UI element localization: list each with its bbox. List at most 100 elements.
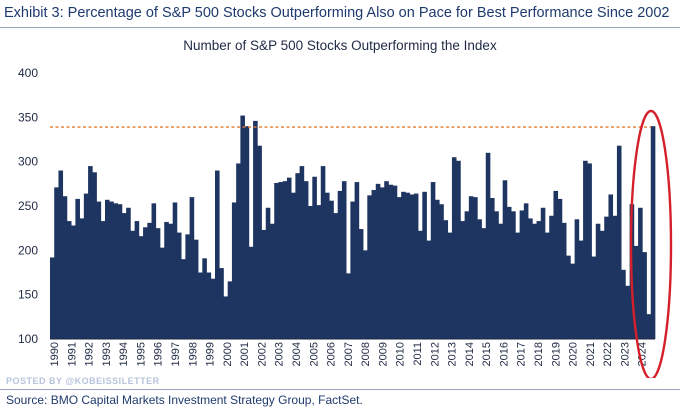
- x-tick-label: 1990: [49, 342, 61, 366]
- highlight-ellipse: [629, 109, 673, 378]
- bar: [231, 202, 237, 339]
- x-tick-label: 2013: [447, 342, 459, 366]
- bar: [168, 223, 174, 339]
- bar: [299, 166, 305, 339]
- x-axis: 1990 1991 1992 1993 1994 1995 1996 1997 1998 1999…: [49, 338, 655, 366]
- bar: [468, 196, 474, 339]
- bar: [113, 203, 119, 339]
- bar: [325, 192, 330, 339]
- y-axis: 100 150 200 250 300 350 400: [18, 66, 38, 346]
- y-tick-label: 400: [18, 66, 38, 80]
- bar: [426, 240, 432, 339]
- bar-chart: Number of S&P 500 Stocks Outperforming t…: [18, 38, 673, 378]
- bar: [261, 229, 267, 339]
- bar: [447, 232, 453, 339]
- bar: [164, 221, 169, 339]
- bar: [502, 180, 508, 339]
- bar: [236, 163, 241, 339]
- bar: [443, 220, 449, 339]
- bar: [333, 213, 339, 339]
- bar: [490, 198, 495, 339]
- bar: [320, 166, 326, 339]
- bar: [341, 181, 347, 339]
- annotations: [50, 109, 673, 378]
- bar: [519, 210, 525, 339]
- bar: [515, 232, 520, 339]
- x-tick-label: 2010: [395, 342, 407, 366]
- x-tick-label: 1993: [101, 342, 113, 366]
- bar: [633, 245, 639, 339]
- bar: [566, 255, 571, 339]
- bar: [363, 250, 368, 339]
- bar: [257, 145, 262, 339]
- bar: [215, 170, 220, 339]
- bar: [650, 126, 656, 339]
- bar: [176, 232, 182, 339]
- bar: [354, 182, 360, 339]
- bar: [244, 126, 250, 339]
- bar: [625, 285, 630, 339]
- bar: [316, 205, 322, 339]
- bar: [160, 247, 165, 339]
- bar: [138, 236, 144, 339]
- bar: [126, 207, 131, 339]
- x-tick-label: 2008: [360, 342, 372, 366]
- bar: [532, 223, 537, 339]
- bar: [409, 194, 415, 339]
- bar: [88, 166, 93, 339]
- watermark: POSTED BY @KOBEISSILETTER: [6, 376, 160, 386]
- y-tick-label: 350: [18, 110, 38, 124]
- x-tick-label: 1995: [135, 342, 147, 366]
- bar: [604, 216, 609, 339]
- x-tick-label: 1991: [66, 342, 78, 366]
- bar: [435, 199, 440, 339]
- bar: [109, 201, 114, 339]
- title-divider: [0, 27, 680, 28]
- bar: [130, 230, 135, 339]
- bar: [308, 206, 313, 339]
- bar: [578, 240, 584, 339]
- bar: [346, 273, 351, 339]
- y-tick-label: 150: [18, 288, 38, 302]
- bar: [62, 196, 68, 339]
- bar: [384, 181, 389, 339]
- y-tick-label: 100: [18, 332, 38, 346]
- bar: [270, 223, 275, 339]
- bar: [181, 259, 186, 339]
- x-tick-label: 2004: [291, 342, 303, 366]
- bar: [206, 272, 212, 339]
- bar: [198, 272, 203, 339]
- bar-series: [50, 115, 656, 339]
- bar: [240, 115, 245, 339]
- bar: [100, 221, 106, 339]
- x-tick-label: 1992: [84, 342, 96, 366]
- bar: [248, 246, 254, 339]
- bar: [481, 228, 487, 339]
- x-tick-label: 2016: [498, 342, 510, 366]
- x-tick-label: 2017: [516, 342, 528, 366]
- bar: [528, 218, 533, 339]
- bar: [485, 152, 491, 339]
- bar: [464, 211, 470, 339]
- bar: [193, 239, 199, 339]
- bar: [185, 234, 190, 339]
- bar: [210, 278, 216, 339]
- bar: [286, 177, 292, 339]
- bar: [367, 195, 372, 339]
- bar: [202, 258, 207, 339]
- bar: [477, 219, 482, 339]
- bar: [608, 194, 614, 339]
- bar: [151, 203, 157, 339]
- x-tick-label: 2021: [585, 342, 597, 366]
- bar: [66, 221, 72, 339]
- y-tick-label: 300: [18, 155, 38, 169]
- x-tick-label: 2000: [222, 342, 234, 366]
- bar: [587, 163, 592, 339]
- bar: [456, 160, 461, 339]
- x-tick-label: 2019: [550, 342, 562, 366]
- y-tick-label: 250: [18, 199, 38, 213]
- bar: [536, 221, 542, 339]
- x-tick-label: 1998: [187, 342, 199, 366]
- x-tick-label: 2005: [308, 342, 320, 366]
- x-tick-label: 2001: [239, 342, 251, 366]
